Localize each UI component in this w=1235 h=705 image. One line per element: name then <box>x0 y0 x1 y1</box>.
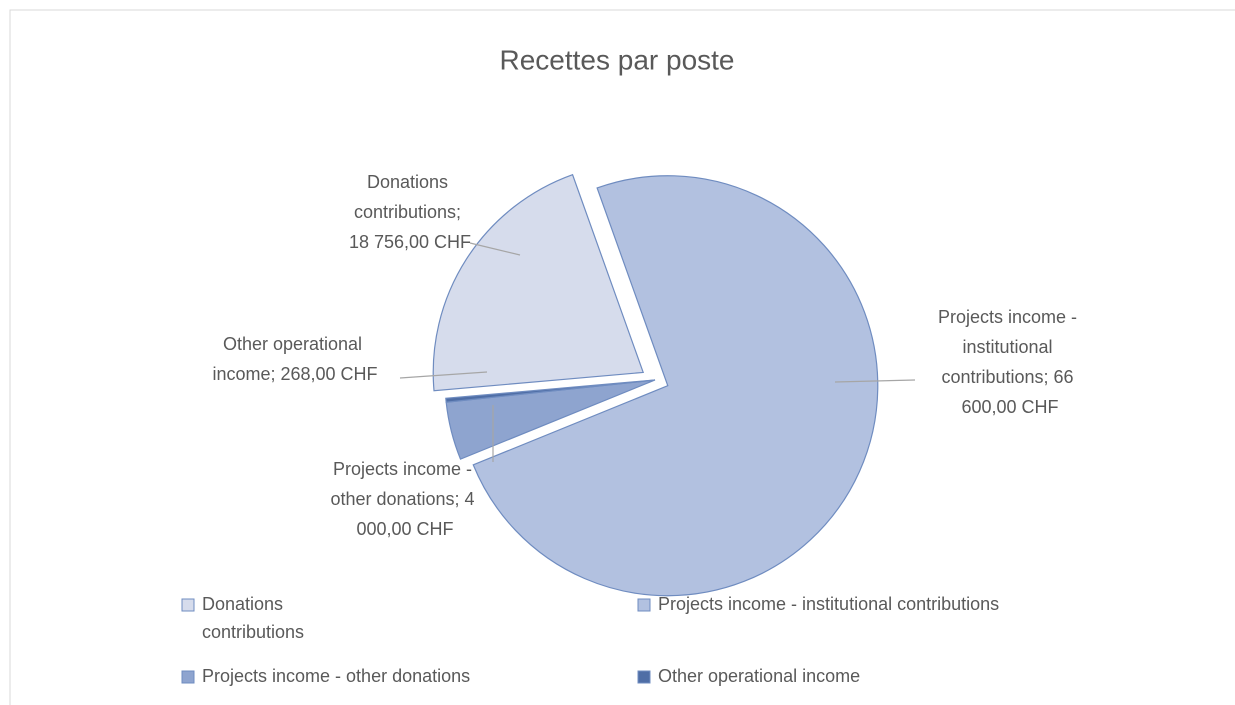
legend-label: Donations contributions <box>202 594 304 642</box>
leader-line <box>469 242 521 256</box>
legend-swatch <box>637 598 651 612</box>
data-label: Other operational income; 268,00 CHF <box>212 334 377 384</box>
legend-label: Projects income - other donations <box>202 666 470 686</box>
data-label: Donations contributions; 18 756,00 CHF <box>349 172 471 252</box>
legend-swatch <box>181 670 195 684</box>
legend-label: Projects income - institutional contribu… <box>658 594 999 614</box>
data-label: Projects income - other donations; 4 000… <box>330 459 479 539</box>
chart-title: Recettes par poste <box>499 44 734 75</box>
pie-slice <box>445 379 656 403</box>
pie-slice <box>432 173 645 392</box>
legend-label: Other operational income <box>658 666 860 686</box>
legend-swatch <box>637 670 651 684</box>
data-label: Projects income - institutional contribu… <box>938 307 1082 417</box>
leader-line <box>834 379 916 383</box>
legend-swatch <box>181 598 195 612</box>
pie-slice <box>472 175 879 597</box>
leader-line <box>399 371 488 379</box>
